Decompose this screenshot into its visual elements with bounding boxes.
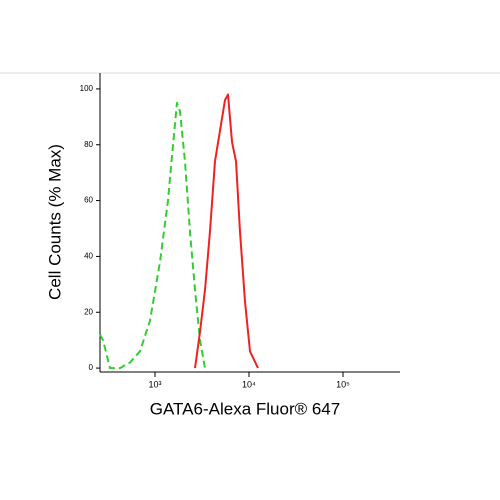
y-tick-label: 60 [84, 196, 93, 205]
x-tick-label: 10⁴ [242, 379, 256, 389]
y-tick-label: 100 [80, 84, 94, 93]
y-tick-label: 80 [84, 140, 93, 149]
x-tick-label: 10³ [148, 379, 161, 389]
x-axis-label: GATA6-Alexa Fluor® 647 [150, 399, 340, 418]
histogram-line [99, 101, 206, 370]
y-tick-label: 40 [84, 252, 93, 261]
y-tick-label: 0 [89, 363, 94, 372]
histogram-line [194, 93, 259, 369]
y-axis-label: Cell Counts (% Max) [45, 144, 64, 300]
y-tick-label: 20 [84, 307, 93, 316]
x-tick-label: 10⁵ [336, 379, 350, 389]
